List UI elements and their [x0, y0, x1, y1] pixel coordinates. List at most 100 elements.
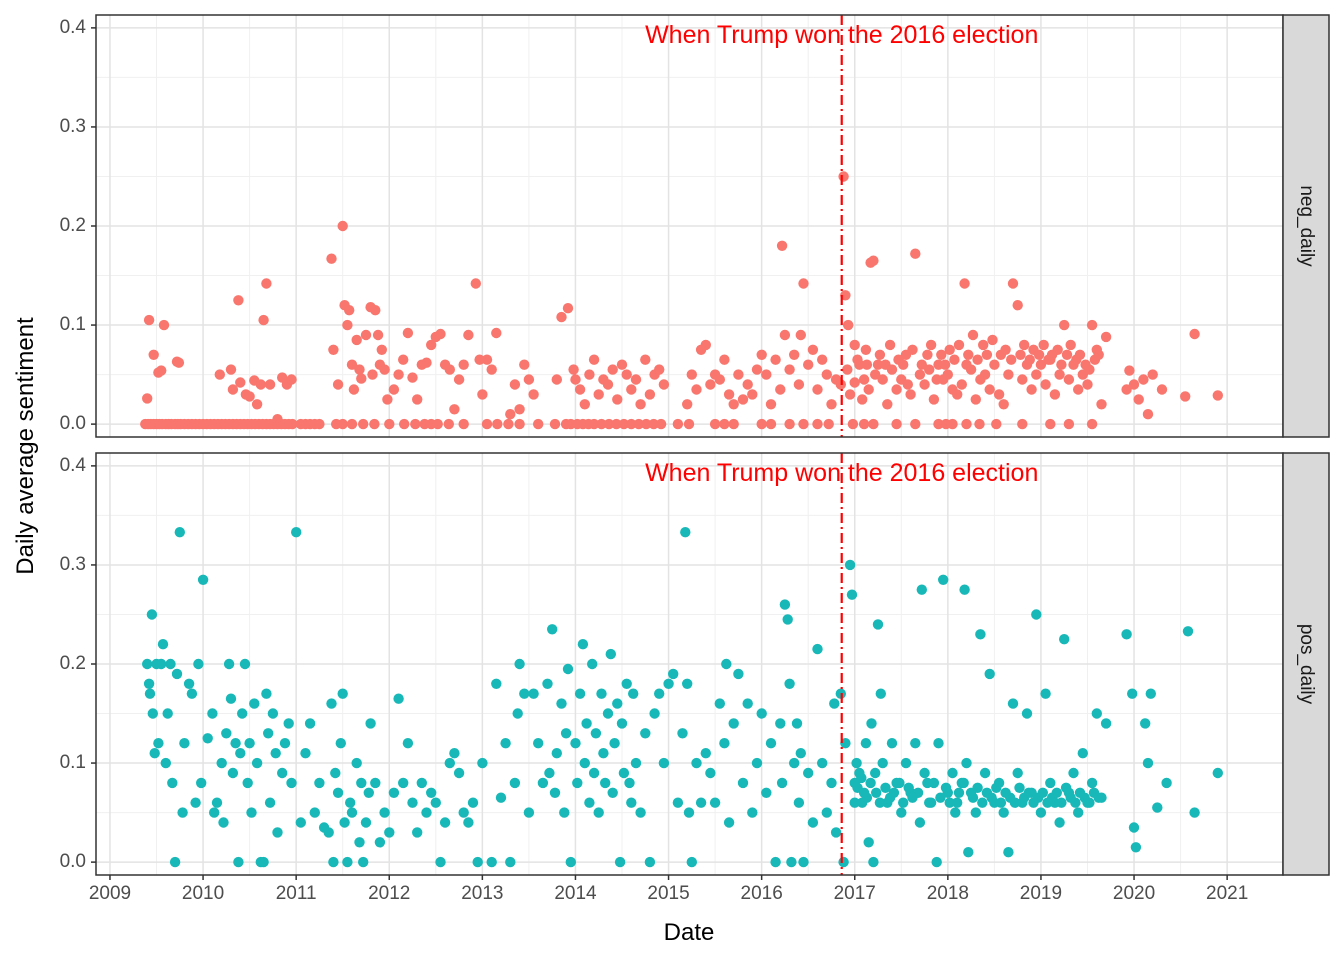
data-point-neg_daily [393, 369, 404, 380]
data-point-neg_daily [1093, 349, 1104, 360]
data-point-neg_daily [939, 359, 951, 370]
data-point-pos_daily [1070, 797, 1081, 808]
data-point-neg_daily [817, 354, 828, 365]
data-point-neg_daily [158, 319, 170, 331]
data-point-neg_daily [838, 171, 849, 182]
data-point-neg_daily [407, 372, 418, 383]
data-point-pos_daily [677, 728, 688, 739]
data-point-pos_daily [143, 678, 155, 689]
data-point-neg_daily [244, 391, 255, 402]
data-point-neg_daily [1142, 409, 1154, 420]
data-point-neg_daily [258, 314, 269, 326]
data-point-pos_daily [682, 678, 693, 689]
data-point-neg_daily [691, 384, 702, 395]
data-point-neg_daily [1086, 418, 1098, 430]
data-point-neg_daily [382, 394, 393, 405]
data-point-neg_daily [1100, 331, 1112, 343]
data-point-pos_daily [861, 792, 873, 803]
data-point-pos_daily [574, 688, 586, 699]
data-point-pos_daily [728, 718, 739, 729]
data-point-pos_daily [863, 837, 874, 848]
data-point-neg_daily [523, 374, 535, 385]
data-point-neg_daily [1189, 328, 1200, 340]
x-tick-label: 2020 [1113, 883, 1155, 904]
data-point-neg_daily [453, 374, 465, 385]
data-point-pos_daily [177, 807, 188, 818]
data-point-pos_daily [1003, 847, 1014, 858]
data-point-pos_daily [874, 797, 886, 808]
data-point-pos_daily [870, 767, 881, 779]
data-point-pos_daily [1100, 718, 1112, 729]
data-point-pos_daily [235, 748, 246, 759]
y-tick-label: 0.4 [60, 455, 87, 476]
data-point-neg_daily [579, 399, 590, 410]
data-point-neg_daily [989, 359, 1000, 370]
data-point-neg_daily [1033, 349, 1045, 360]
data-point-neg_daily [947, 418, 958, 430]
data-point-neg_daily [686, 369, 697, 380]
data-point-neg_daily [611, 418, 622, 430]
data-point-pos_daily [565, 856, 576, 868]
data-point-pos_daily [304, 718, 316, 729]
data-point-pos_daily [1130, 842, 1142, 853]
x-tick-label: 2014 [554, 883, 597, 904]
data-point-pos_daily [871, 787, 882, 798]
data-point-neg_daily [961, 418, 972, 430]
facet-strip-label: neg_daily [1296, 185, 1317, 267]
data-point-pos_daily [1012, 767, 1023, 779]
data-point-neg_daily [737, 394, 749, 405]
data-point-pos_daily [179, 738, 190, 749]
data-point-neg_daily [235, 377, 246, 388]
data-point-pos_daily [314, 777, 325, 789]
data-point-pos_daily [630, 757, 642, 769]
data-point-neg_daily [728, 418, 739, 430]
data-point-pos_daily [1128, 822, 1140, 833]
data-point-pos_daily [263, 728, 274, 739]
data-point-pos_daily [162, 708, 173, 719]
data-point-pos_daily [402, 738, 414, 749]
data-point-pos_daily [991, 782, 1002, 793]
facet-strip [1282, 452, 1330, 876]
x-tick-label: 2012 [368, 883, 410, 904]
data-point-neg_daily [844, 389, 856, 400]
data-point-pos_daily [838, 856, 849, 868]
data-point-neg_daily [616, 359, 628, 370]
data-point-pos_daily [286, 777, 297, 789]
data-point-neg_daily [793, 379, 805, 390]
data-point-neg_daily [700, 339, 711, 351]
data-point-pos_daily [328, 856, 339, 868]
data-point-pos_daily [430, 797, 441, 808]
data-point-neg_daily [654, 364, 665, 375]
data-point-pos_daily [821, 807, 832, 818]
data-point-neg_daily [612, 394, 623, 405]
data-point-pos_daily [560, 728, 572, 739]
data-point-pos_daily [952, 797, 963, 808]
data-point-pos_daily [360, 817, 372, 828]
data-point-pos_daily [1068, 767, 1079, 779]
data-point-pos_daily [775, 718, 786, 729]
data-point-pos_daily [174, 527, 185, 538]
data-point-pos_daily [919, 767, 930, 779]
data-point-pos_daily [916, 584, 927, 595]
data-point-pos_daily [156, 658, 167, 670]
data-point-pos_daily [649, 708, 660, 719]
data-point-neg_daily [635, 399, 646, 410]
data-point-pos_daily [602, 708, 614, 719]
data-point-pos_daily [900, 757, 912, 769]
data-point-neg_daily [286, 374, 297, 385]
data-point-pos_daily [793, 797, 805, 808]
data-point-neg_daily [1096, 399, 1107, 410]
data-point-neg_daily [173, 357, 185, 368]
data-point-neg_daily [682, 399, 693, 410]
data-point-pos_daily [635, 807, 646, 818]
data-point-pos_daily [351, 757, 362, 769]
y-tick-label: 0.3 [60, 554, 86, 575]
data-point-pos_daily [1182, 626, 1194, 637]
data-point-neg_daily [723, 389, 735, 400]
data-point-pos_daily [866, 718, 877, 729]
data-point-neg_daily [770, 354, 781, 365]
data-point-pos_daily [512, 708, 523, 719]
y-axis-title: Daily average sentiment [12, 317, 39, 575]
data-point-neg_daily [1063, 374, 1075, 385]
data-point-pos_daily [544, 767, 555, 779]
